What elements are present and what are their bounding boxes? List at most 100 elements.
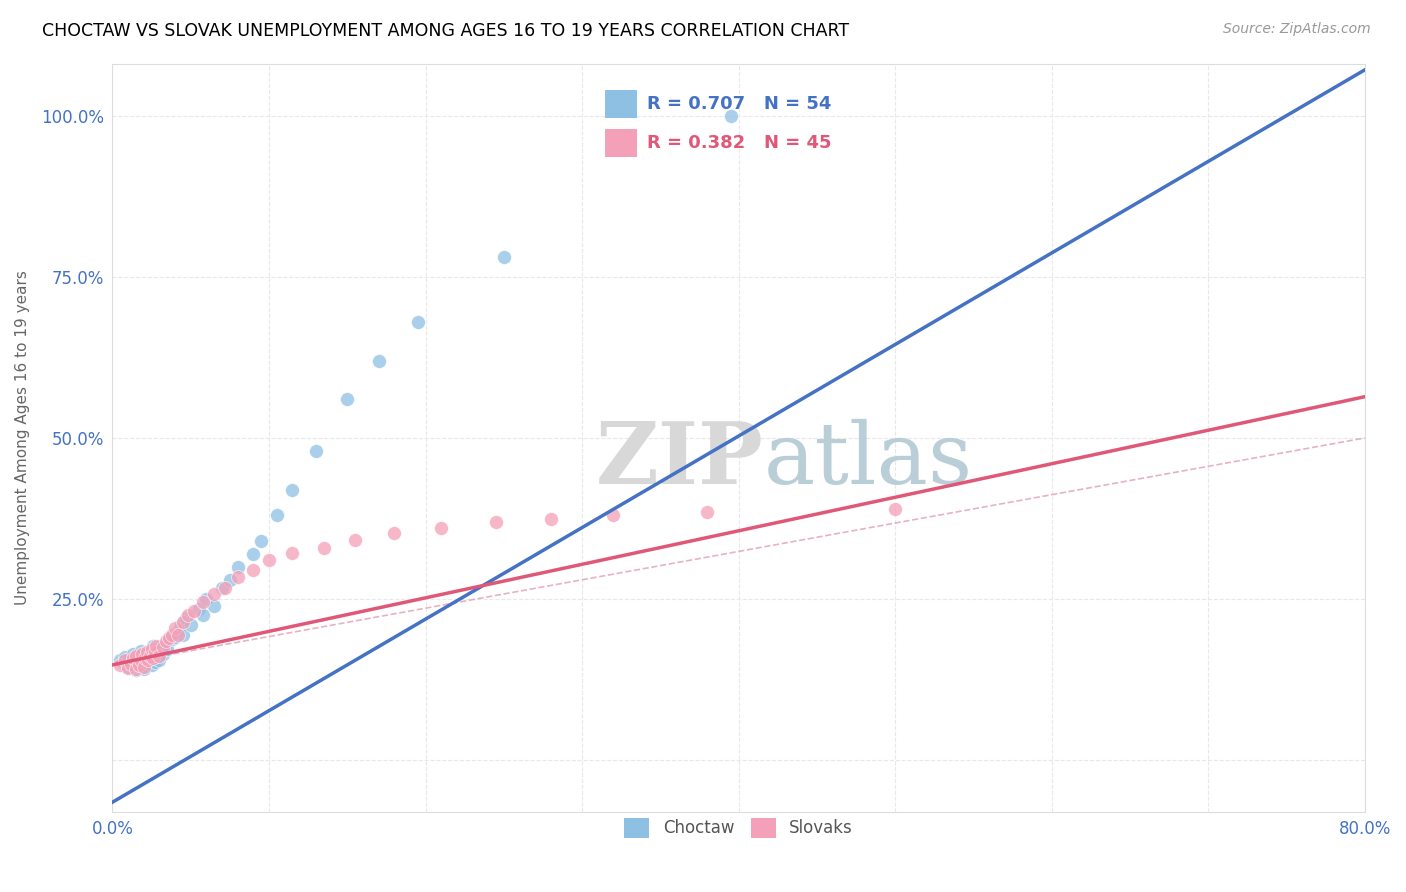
Point bbox=[165, 630, 187, 644]
Point bbox=[187, 602, 209, 616]
Point bbox=[152, 647, 174, 661]
Point bbox=[135, 645, 157, 659]
Point bbox=[148, 640, 170, 655]
Point bbox=[884, 501, 907, 516]
Point bbox=[125, 663, 148, 677]
Point bbox=[132, 662, 155, 676]
Point bbox=[142, 639, 165, 653]
Point bbox=[157, 631, 180, 645]
Point bbox=[202, 599, 225, 613]
Point bbox=[152, 640, 174, 655]
Point bbox=[125, 648, 148, 663]
Point bbox=[305, 443, 328, 458]
Point bbox=[121, 651, 143, 665]
Text: R = 0.707   N = 54: R = 0.707 N = 54 bbox=[647, 95, 831, 113]
Point bbox=[602, 508, 624, 523]
Point bbox=[142, 651, 165, 665]
Text: atlas: atlas bbox=[763, 419, 973, 502]
Point bbox=[242, 563, 264, 577]
Point bbox=[143, 645, 166, 659]
Point bbox=[250, 534, 273, 549]
Point bbox=[176, 608, 198, 623]
Point bbox=[183, 604, 205, 618]
Point bbox=[195, 592, 218, 607]
Text: R = 0.382   N = 45: R = 0.382 N = 45 bbox=[647, 134, 831, 152]
Text: Source: ZipAtlas.com: Source: ZipAtlas.com bbox=[1223, 22, 1371, 37]
Point bbox=[696, 505, 718, 519]
Point bbox=[138, 653, 160, 667]
Point bbox=[110, 653, 132, 667]
Point bbox=[193, 608, 215, 623]
Point bbox=[382, 526, 405, 541]
Point bbox=[145, 647, 167, 661]
Point bbox=[141, 657, 163, 672]
Point bbox=[492, 251, 515, 265]
Point bbox=[485, 515, 508, 529]
Point bbox=[131, 647, 153, 661]
Point bbox=[132, 660, 155, 674]
Point bbox=[157, 631, 180, 645]
Point bbox=[155, 634, 177, 648]
Point bbox=[226, 560, 249, 574]
Point bbox=[134, 651, 156, 665]
Point bbox=[155, 637, 177, 651]
Point bbox=[242, 547, 264, 561]
Point bbox=[160, 627, 183, 641]
Point bbox=[281, 483, 304, 497]
Point bbox=[430, 521, 453, 535]
Point bbox=[167, 627, 190, 641]
Text: CHOCTAW VS SLOVAK UNEMPLOYMENT AMONG AGES 16 TO 19 YEARS CORRELATION CHART: CHOCTAW VS SLOVAK UNEMPLOYMENT AMONG AGE… bbox=[42, 22, 849, 40]
Point bbox=[312, 541, 335, 555]
Point bbox=[193, 595, 215, 609]
Point bbox=[211, 581, 233, 595]
Point bbox=[174, 611, 197, 625]
Point bbox=[148, 648, 170, 663]
Point bbox=[117, 661, 139, 675]
Point bbox=[125, 662, 148, 676]
Point bbox=[120, 657, 142, 672]
Point bbox=[129, 653, 152, 667]
Point bbox=[135, 645, 157, 659]
FancyBboxPatch shape bbox=[606, 90, 637, 118]
Point bbox=[540, 511, 562, 525]
Point bbox=[170, 618, 193, 632]
Point bbox=[128, 657, 150, 672]
Point bbox=[129, 643, 152, 657]
Point bbox=[125, 657, 148, 671]
Point bbox=[114, 650, 136, 665]
Legend: Choctaw, Slovaks: Choctaw, Slovaks bbox=[617, 811, 859, 845]
Point bbox=[141, 642, 163, 657]
Point bbox=[148, 653, 170, 667]
Point bbox=[165, 621, 187, 635]
Point bbox=[167, 624, 190, 639]
Point bbox=[406, 315, 429, 329]
Point bbox=[720, 109, 742, 123]
Point bbox=[214, 581, 236, 595]
Point bbox=[139, 648, 162, 663]
Point bbox=[117, 653, 139, 667]
Point bbox=[142, 650, 165, 665]
Point bbox=[132, 656, 155, 670]
Point bbox=[160, 632, 183, 646]
Point bbox=[121, 647, 143, 661]
Point bbox=[180, 618, 202, 632]
Point bbox=[336, 392, 359, 407]
FancyBboxPatch shape bbox=[606, 129, 637, 157]
Point bbox=[139, 648, 162, 663]
Text: ZIP: ZIP bbox=[596, 418, 763, 502]
Point bbox=[110, 657, 132, 672]
Point bbox=[127, 651, 149, 665]
Point bbox=[156, 642, 179, 657]
Point bbox=[143, 656, 166, 670]
Point bbox=[134, 651, 156, 665]
Point bbox=[120, 657, 142, 671]
Point bbox=[114, 653, 136, 667]
Y-axis label: Unemployment Among Ages 16 to 19 years: Unemployment Among Ages 16 to 19 years bbox=[15, 270, 30, 606]
Point bbox=[226, 569, 249, 583]
Point bbox=[128, 648, 150, 663]
Point bbox=[135, 650, 157, 665]
Point bbox=[172, 615, 194, 629]
Point bbox=[145, 639, 167, 653]
Point bbox=[257, 553, 280, 567]
Point bbox=[344, 533, 367, 547]
